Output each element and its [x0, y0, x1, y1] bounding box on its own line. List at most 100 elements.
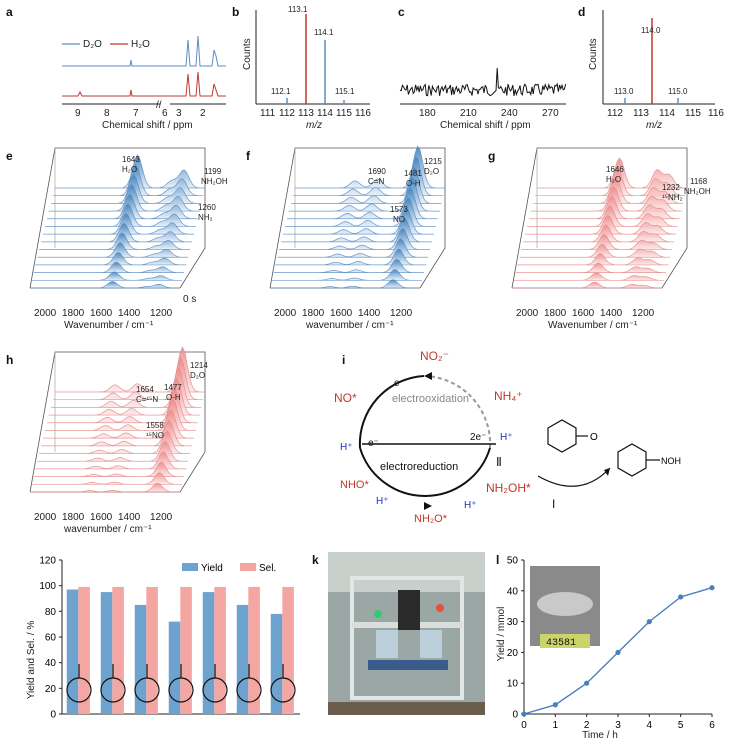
ann-e-nh2oh: NH₂OH [201, 177, 228, 186]
label-roman-2: Ⅱ [496, 455, 502, 469]
panel-letter-a: a [6, 5, 13, 19]
label-hplus-4: H⁺ [464, 500, 477, 511]
data-point-yield [646, 619, 652, 625]
panel-letter-d: d [578, 5, 585, 19]
species-no2: NO₂⁻ [420, 349, 449, 363]
label-electroreduction: electroreduction [380, 461, 458, 473]
ytick-label-l: 30 [507, 617, 519, 628]
ann-h-1558: 1558 [146, 421, 164, 430]
waterfall-spectrum [271, 269, 423, 281]
tick-c-180: 180 [419, 108, 436, 119]
tick-h-1600: 1600 [90, 512, 113, 523]
ann-f-1690: 1690 [368, 167, 386, 176]
species-nh2o: NH₂O* [414, 513, 448, 525]
panel-letter-i: i [342, 353, 345, 367]
waterfall-spectrum [512, 281, 662, 289]
nmr-spectrum-h2o [62, 71, 226, 97]
ann-g-h2o: H₂O [606, 175, 621, 184]
tick-c-240: 240 [501, 108, 518, 119]
tick-e-2000: 2000 [34, 308, 57, 319]
tick-h-1800: 1800 [62, 512, 85, 523]
waterfall-spectrum [39, 430, 191, 454]
waterfall-spectrum [51, 367, 202, 408]
waterfall-spectrum [39, 232, 191, 250]
tick-f-2000: 2000 [274, 308, 297, 319]
bar-selectivity [248, 586, 260, 714]
xtick-label-l: 3 [615, 720, 621, 731]
reactor-photo [328, 552, 485, 715]
ann-g-1232: 1232 [662, 183, 680, 192]
tick-h-1400: 1400 [118, 512, 141, 523]
ann-g-1168: 1168 [690, 177, 708, 186]
panel-letter-g: g [488, 149, 495, 163]
data-point-yield [678, 594, 684, 600]
waterfall-spectrum [44, 398, 196, 431]
waterfall-frame [29, 147, 206, 289]
waterfall-spectrum [40, 222, 193, 243]
panel-i: i NO₂⁻ NO* NH₄⁺ NHO* NH₂OH* NH₂O* electr… [334, 349, 681, 525]
tick-a-8: 8 [104, 108, 110, 119]
tick-a-2: 2 [200, 108, 206, 119]
waterfall-spectrum [31, 472, 183, 485]
bar-yield [134, 604, 147, 714]
bar-yield [100, 592, 113, 714]
ann-f-1573: 1573 [390, 205, 408, 214]
ann-h-oh: O-H [166, 393, 181, 402]
peak-label-b-114: 114.1 [314, 28, 334, 37]
xtick-label-l: 2 [584, 720, 590, 731]
waterfall-spectrum [46, 388, 198, 424]
tick-h-1200: 1200 [150, 512, 173, 523]
ytick-label-l: 50 [507, 556, 519, 567]
cyclohexanone-oxime-ring [617, 443, 647, 477]
tick-e-1200: 1200 [150, 308, 173, 319]
label-hplus-1: H⁺ [340, 442, 353, 453]
waterfall-spectrum [33, 261, 184, 273]
panel-f: f 2000 1800 1600 1400 1200 wavenumber / … [246, 145, 446, 331]
panel-h: h 2000 1800 1600 1400 1200 wavenumber / … [6, 346, 208, 535]
waterfall-spectrum [277, 238, 429, 258]
xtick-label-l: 0 [521, 720, 527, 731]
axis-title-b-y: Counts [242, 38, 253, 70]
tick-d-114: 114 [659, 108, 675, 119]
data-point-yield [521, 711, 527, 717]
species-nho: NHO* [340, 479, 369, 491]
panel-e: e 0 s 2000 1800 1600 1400 1200 Wavenumbe… [6, 147, 228, 331]
waterfall-spectrum [528, 195, 680, 220]
bar-yield [270, 613, 283, 714]
axis-title-g: Wavenumber / cm⁻¹ [548, 320, 638, 331]
panel-c: c 180 210 240 270 Chemical shift / ppm [398, 5, 567, 131]
ann-g-1646: 1646 [606, 165, 624, 174]
nmr-spectrum-d2o [62, 35, 226, 67]
panel-letter-h: h [6, 353, 13, 367]
tick-b-114: 114 [317, 108, 333, 119]
waterfall-spectrum [519, 243, 671, 258]
label-roman-1: I [552, 497, 555, 511]
label-hplus-2: H⁺ [500, 432, 513, 443]
axis-title-b-x: m/z [306, 120, 322, 131]
inset-balance-reading: 43581 [546, 638, 576, 649]
ytick-label-j: 80 [45, 607, 57, 618]
bar-selectivity [112, 586, 124, 714]
axis-title-j-y: Yield and Sel. / % [26, 621, 37, 700]
panel-d: d Counts 114.0 113.0 115.0 112 113 114 1… [578, 5, 724, 131]
cyclohexanone-ring [547, 419, 577, 453]
ann-f-d2o: D₂O [424, 167, 439, 176]
ann-e-nh2: NH₂ [198, 213, 213, 222]
ann-e-1260: 1260 [198, 203, 216, 212]
data-point-yield [552, 702, 558, 708]
bar-selectivity [146, 586, 158, 714]
tick-g-1600: 1600 [572, 308, 595, 319]
xtick-label-l: 5 [678, 720, 684, 731]
waterfall-spectrum [42, 409, 195, 439]
ann-h-1214: 1214 [190, 361, 208, 370]
ytick-label-j: 20 [45, 684, 57, 695]
waterfall-spectrum [42, 212, 195, 235]
ytick-label-l: 10 [507, 679, 519, 690]
tick-f-1600: 1600 [330, 308, 353, 319]
ann-f-oh: O-H [406, 179, 421, 188]
ytick-label-j: 120 [39, 556, 56, 567]
panel-g: g 2000 1800 1600 1400 1200 Wavenumber / … [488, 147, 711, 331]
panel-j: Yield and Sel. / % 0 20 40 60 80 100 120 Yield S… [26, 556, 300, 721]
ann-f-cn: C=N [368, 177, 384, 186]
ann-e-1199: 1199 [204, 167, 222, 176]
